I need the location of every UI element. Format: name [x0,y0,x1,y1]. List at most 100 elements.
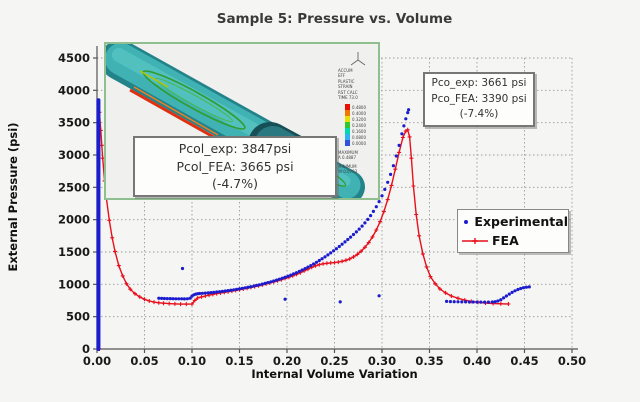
experimental-point [223,289,227,293]
experimental-point [371,209,375,213]
experimental-point [209,291,213,295]
experimental-point [402,124,406,128]
experimental-point [177,297,181,301]
experimental-point [343,240,347,244]
experimental-point [467,300,471,304]
chart-legend: Experimental FEA [457,209,569,253]
colorbar-row: 0.4000 [345,110,366,116]
experimental-point [351,232,356,237]
experimental-point [394,154,398,158]
experimental-point [397,143,401,147]
experimental-point [369,214,373,218]
experimental-point [212,290,216,294]
experimental-point [174,297,178,301]
experimental-point [391,164,395,168]
red-strain-streak [129,88,227,146]
y-tick-label: 1500 [58,245,90,259]
y-tick-label: 3000 [58,148,90,162]
experimental-point [338,300,342,304]
experimental-point [320,257,324,261]
x-tick-label: 0.25 [320,354,348,368]
experimental-point [513,289,517,293]
y-tick-label: 3500 [58,116,90,130]
colorbar-row: 0.3200 [345,116,366,122]
experimental-point [255,283,259,287]
experimental-point [337,244,341,249]
experimental-point [510,290,514,294]
experimental-point [479,300,483,304]
x-axis-label: Internal Volume Variation [251,367,418,381]
pcol-annotation-box: Pcol_exp: 3847psi Pcol_FEA: 3665 psi (-4… [133,136,337,197]
experimental-point [456,300,460,304]
experimental-point [229,288,233,292]
experimental-point [243,286,247,290]
experimental-point [354,230,358,234]
experimental-point [502,296,506,300]
experimental-point [306,265,310,269]
colorbar-row: 0.0800 [345,134,366,140]
experimental-point [499,298,503,302]
experimental-point [252,284,256,288]
experimental-point [475,300,479,304]
experimental-point [448,300,452,304]
experimental-point [309,264,313,268]
experimental-point [386,180,390,184]
experimental-point [471,300,475,304]
experimental-point [232,288,236,292]
experimental-point [300,268,304,272]
experimental-point [323,255,327,259]
experimental-point [180,297,184,301]
experimental-point [200,291,204,295]
experimental-point [490,300,494,304]
experimental-point [260,282,264,286]
experimental-point [275,278,279,282]
y-tick-label: 0 [82,342,90,356]
experimental-point [519,286,523,291]
experimental-point [289,273,293,277]
experimental-point [486,300,490,304]
legend-label-fea: FEA [492,233,519,248]
fea-inset-panel: ACCUM EFF PLASTIC STRAIN RST CALC TIME 7… [104,42,380,200]
experimental-point [280,276,284,280]
experimental-point [326,253,330,257]
experimental-point [171,297,175,301]
y-tick-label: 2000 [58,213,90,227]
experimental-point [507,292,511,296]
y-tick-label: 4500 [58,51,90,65]
experimental-point [218,290,222,294]
legend-item-experimental: Experimental [458,212,568,231]
legend-item-fea: FEA [458,231,568,250]
experimental-point [283,275,287,279]
experimental-point [504,294,508,298]
experimental-point [277,277,281,281]
x-tick-label: 0.00 [83,354,111,368]
experimental-point [240,286,244,290]
fea-marker-icon [458,236,492,246]
experimental-point [206,291,210,295]
pipe-upper-segment [106,44,294,166]
experimental-point [266,281,270,285]
experimental-point [527,285,531,289]
experimental-point [380,194,384,198]
experimental-point [263,281,267,285]
y-tick-label: 2500 [58,180,90,194]
experimental-point [483,300,487,304]
experimental-point [445,299,449,303]
experimental-point [203,291,207,295]
experimental-point [329,251,333,255]
experimental-point [389,172,393,176]
experimental-point [249,285,253,289]
experimental-point [303,267,307,271]
x-tick-label: 0.50 [558,354,586,368]
experimental-point [292,272,296,276]
experimental-point [198,291,202,296]
strain-colorbar: 0.4800 0.4000 0.3200 0.2400 0.1600 0.0800 0.00… [345,104,366,146]
x-tick-label: 0.35 [415,354,443,368]
experimental-point [257,283,262,287]
experimental-point [496,299,500,303]
colorbar-header-text: ACCUM EFF PLASTIC STRAIN RST CALC TIME 7… [338,68,358,100]
experimental-point [283,297,287,301]
experimental-point [400,132,404,136]
experimental-point [312,262,316,266]
